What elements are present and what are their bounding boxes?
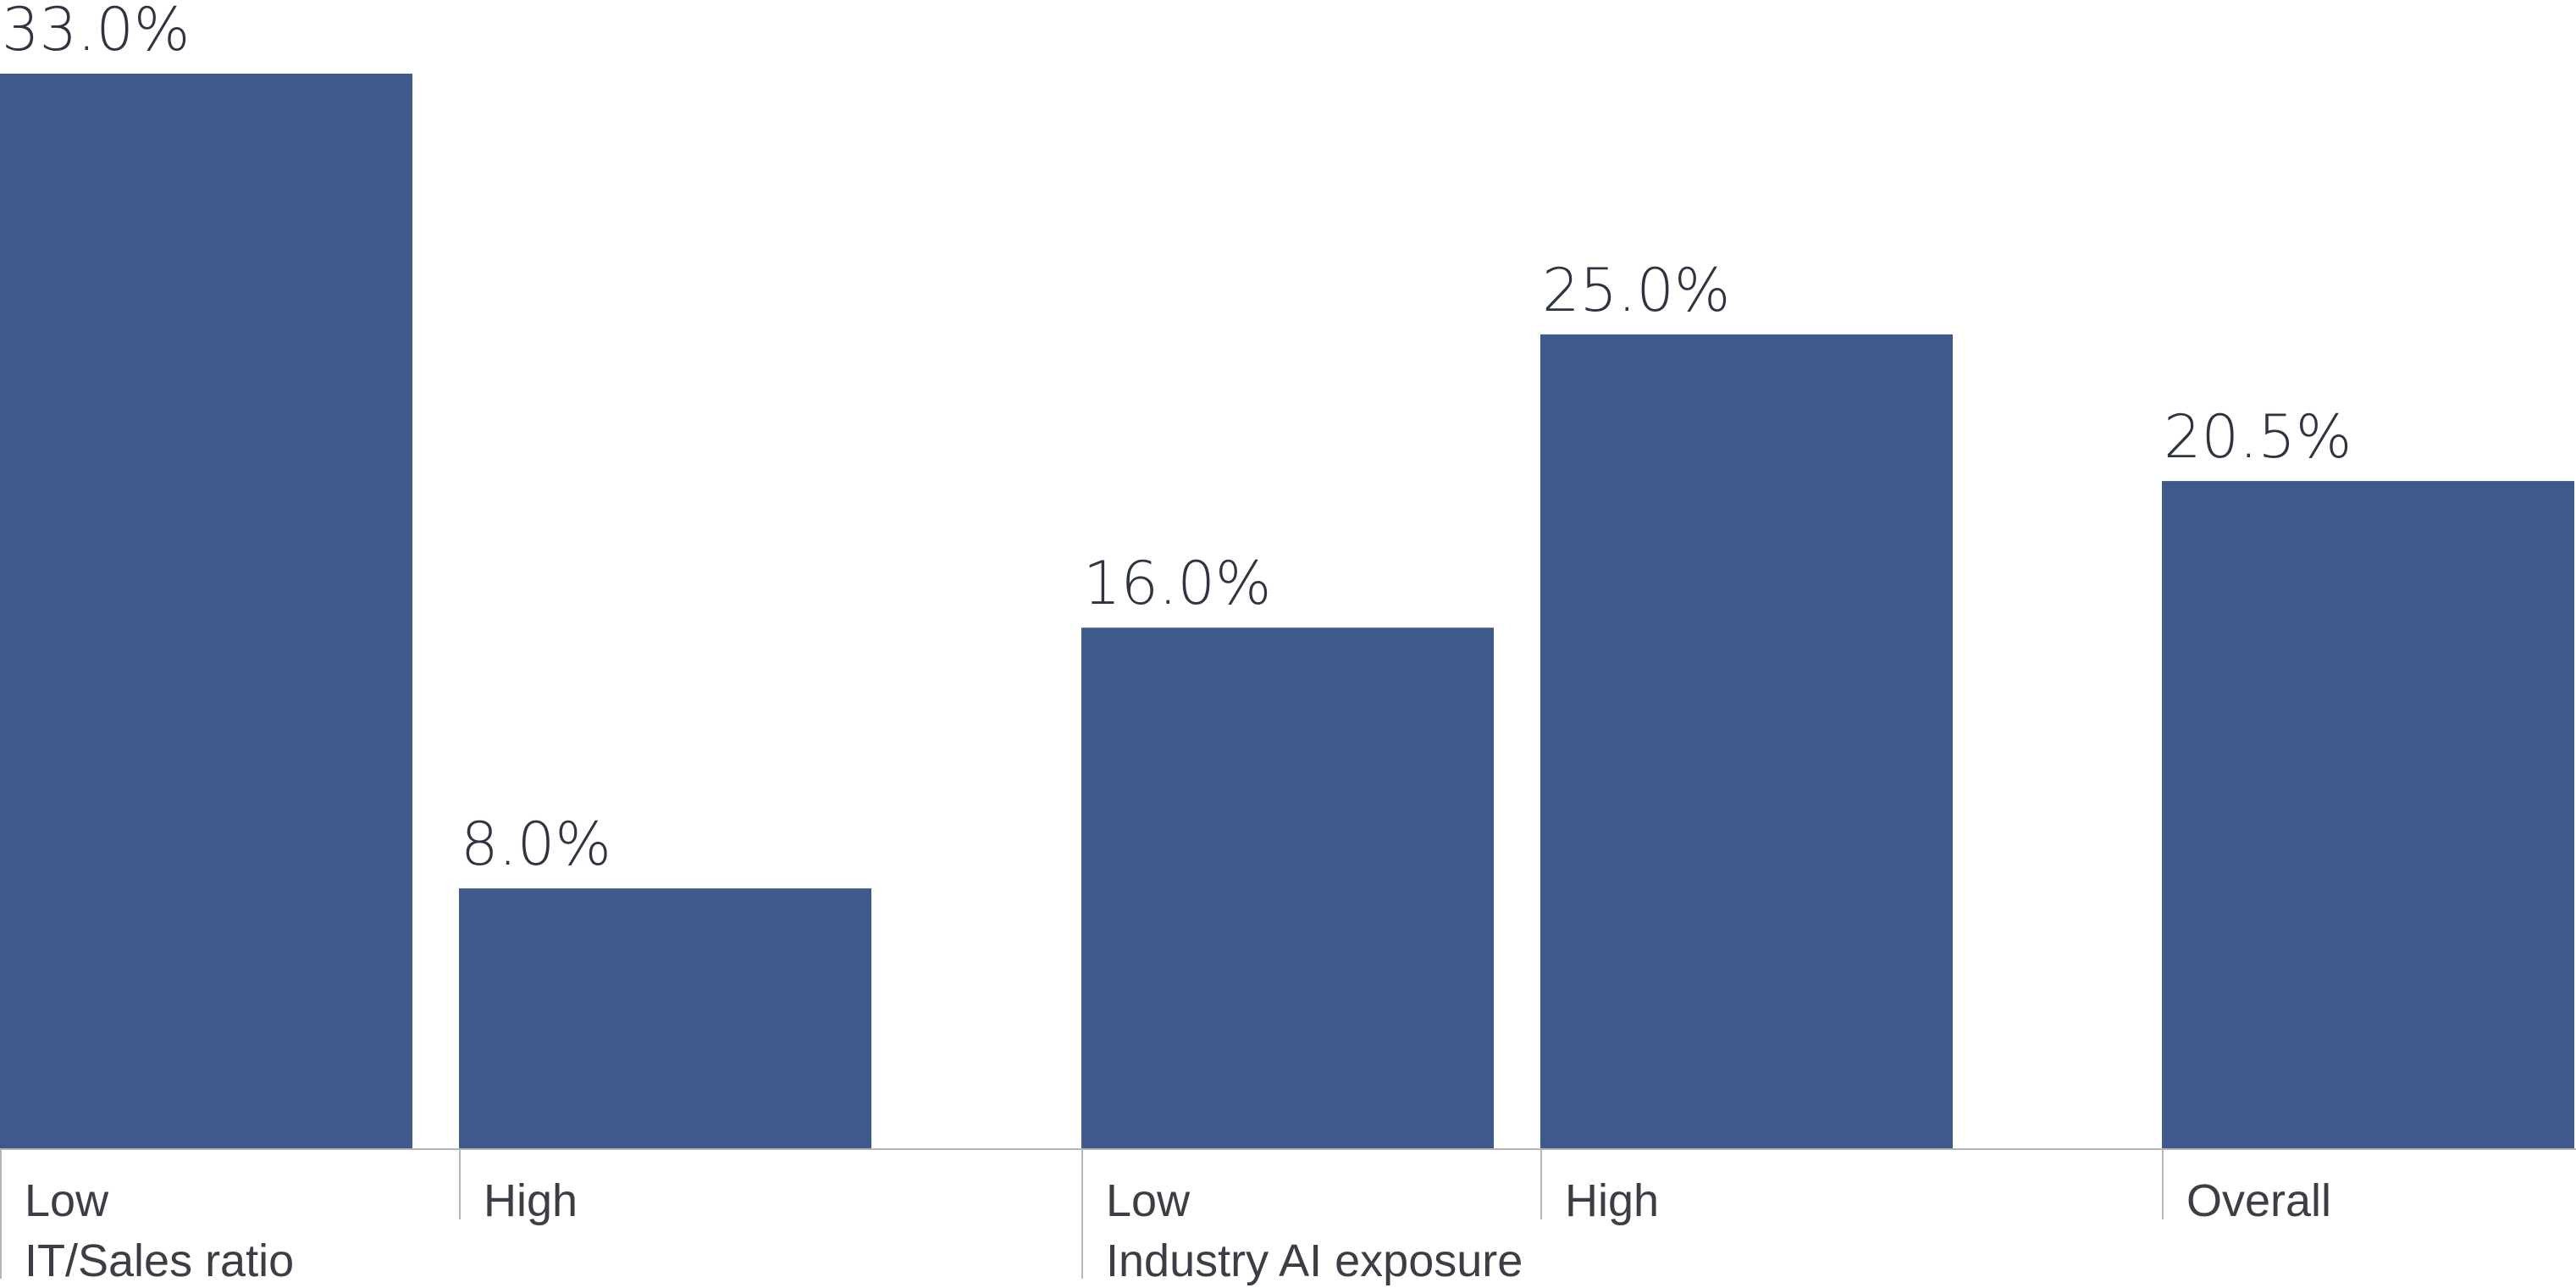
- bar: [1540, 334, 1953, 1149]
- category-label: High: [1565, 1175, 1659, 1226]
- bar: [2162, 481, 2574, 1149]
- bar-value-label: 33.0%: [2, 0, 190, 64]
- bar: [1081, 627, 1494, 1149]
- bar: [459, 888, 871, 1149]
- category-label: High: [484, 1175, 578, 1226]
- category-label: Low: [1106, 1175, 1191, 1226]
- bar-value-label: 20.5%: [2164, 402, 2352, 472]
- bars-layer: [0, 74, 2574, 1149]
- labels-layer: 33.0% Low 8.0% High IT/Sales ratio 16.0% Low 25…: [2, 0, 2352, 1286]
- axis-layer: [0, 1148, 2576, 1279]
- bar-value-label: 25.0%: [1542, 256, 1730, 325]
- bar: [0, 74, 412, 1149]
- category-label: Low: [25, 1175, 109, 1226]
- group-label: Industry AI exposure: [1106, 1235, 1523, 1286]
- category-label: Overall: [2186, 1175, 2331, 1226]
- bar-value-label: 8.0%: [461, 810, 611, 879]
- bar-value-label: 16.0%: [1083, 549, 1271, 618]
- group-label: IT/Sales ratio: [25, 1235, 294, 1286]
